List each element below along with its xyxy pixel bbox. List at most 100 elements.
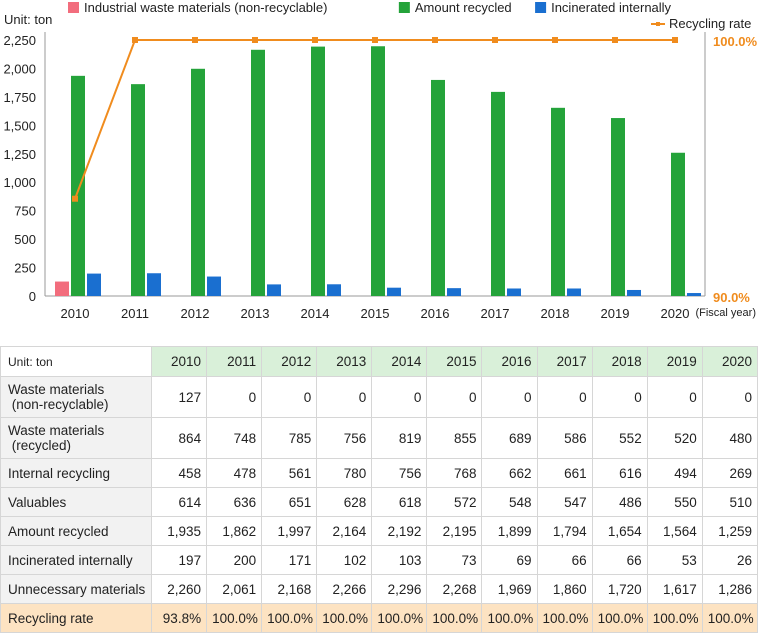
table-cell: 661	[536, 458, 593, 488]
table-cell: 855	[426, 417, 483, 459]
bar-3-2016	[447, 288, 461, 296]
table-row-label: Unnecessary materials	[0, 574, 152, 604]
table-row-label: Internal recycling	[0, 458, 152, 488]
table-cell: 26	[701, 545, 759, 575]
table-row-label: Incinerated internally	[0, 545, 152, 575]
bar-2-2011	[131, 84, 145, 296]
bar-2-2014	[311, 46, 325, 297]
table-cell: 548	[481, 487, 538, 517]
table-cell: 1,564	[646, 516, 703, 546]
table-year-header: 2010	[150, 346, 208, 377]
legend-swatch-2	[398, 2, 410, 13]
table-row-label: Waste materials (non-recyclable)	[0, 376, 152, 418]
rate-point-2015	[372, 37, 378, 43]
table-cell: 103	[371, 545, 428, 575]
table-cell: 1,259	[701, 516, 759, 546]
x-tick-label: 2013	[241, 306, 270, 321]
table-row: Waste materials (recycled) 864 748 785 756 81…	[0, 417, 759, 459]
table-year-header: 2017	[536, 346, 593, 377]
bar-3-2020	[687, 293, 701, 296]
table-cell: 1,860	[536, 574, 593, 604]
table-cell: 618	[371, 487, 428, 517]
table-cell: 1,935	[150, 516, 208, 546]
table-cell: 200	[206, 545, 263, 575]
table-cell: 494	[646, 458, 703, 488]
table-cell: 1,899	[481, 516, 538, 546]
table-year-header: 2011	[206, 346, 263, 377]
table-cell: 1,794	[536, 516, 593, 546]
table-cell: 1,286	[701, 574, 759, 604]
table-cell: 561	[261, 458, 318, 488]
bar-3-2014	[327, 284, 341, 296]
table-unit-label: Unit: ton	[0, 346, 152, 377]
rate-point-2019	[612, 37, 618, 43]
table-year-header: 2019	[646, 346, 703, 377]
table-cell: 171	[261, 545, 318, 575]
table-cell: 0	[426, 376, 483, 418]
table-cell: 0	[536, 376, 593, 418]
x-tick-label: 2020	[661, 306, 690, 321]
table-cell: 1,720	[591, 574, 648, 604]
table-year-header: 2015	[426, 346, 483, 377]
rate-point-2018	[552, 37, 558, 43]
y-tick-label: 250	[14, 261, 36, 276]
bar-3-2017	[507, 288, 521, 296]
bar-2-2010	[71, 75, 85, 296]
table-cell: 0	[591, 376, 648, 418]
bar-3-2012	[207, 276, 221, 296]
table-cell: 2,192	[371, 516, 428, 546]
bar-2-2019	[611, 118, 625, 297]
table-cell: 636	[206, 487, 263, 517]
table-cell: 1,654	[591, 516, 648, 546]
table-cell: 756	[316, 417, 373, 459]
table-row-label: Recycling rate	[0, 603, 152, 633]
x-tick-label: 2018	[541, 306, 570, 321]
legend-line-marker	[656, 22, 660, 26]
y-tick-label: 0	[29, 289, 36, 304]
table-cell: 66	[591, 545, 648, 575]
table-cell: 269	[701, 458, 759, 488]
rate-point-2010	[72, 195, 78, 202]
table-cell: 73	[426, 545, 483, 575]
table-cell: 0	[371, 376, 428, 418]
x-tick-label: 2015	[361, 306, 390, 321]
bar-2-2018	[551, 107, 565, 296]
table-row-label: Amount recycled	[0, 516, 152, 546]
table-year-header: 2013	[316, 346, 373, 377]
bar-2-2016	[431, 79, 445, 296]
table-row: Unnecessary materials 2,260 2,061 2,168 2,26…	[0, 574, 759, 604]
rate-point-2013	[252, 37, 258, 43]
table-cell: 662	[481, 458, 538, 488]
x-tick-label: 2011	[121, 306, 149, 321]
table-cell: 100.0%	[316, 603, 373, 633]
bar-2-2013	[251, 49, 265, 297]
rate-point-2017	[492, 37, 498, 43]
y-tick-label: 1,750	[3, 90, 36, 105]
bar-3-2011	[147, 273, 161, 296]
table-cell: 100.0%	[536, 603, 593, 633]
bar-2-2015	[371, 46, 385, 296]
table-cell: 100.0%	[481, 603, 538, 633]
table-cell: 651	[261, 487, 318, 517]
table-cell: 756	[371, 458, 428, 488]
x-axis-note: (Fiscal year)	[695, 307, 756, 319]
bar-2-2012	[191, 68, 205, 297]
rate-point-2011	[132, 37, 138, 43]
table-cell: 458	[150, 458, 208, 488]
x-tick-label: 2017	[481, 306, 510, 321]
table-cell: 1,617	[646, 574, 703, 604]
table-row: Incinerated internally 197 200 171 102 103 73 6…	[0, 545, 759, 575]
table-cell: 478	[206, 458, 263, 488]
table-cell: 2,061	[206, 574, 263, 604]
table-cell: 0	[701, 376, 759, 418]
table-cell: 0	[261, 376, 318, 418]
unit-label: Unit: ton	[4, 12, 52, 27]
rate-point-2014	[312, 37, 318, 43]
y2-tick-label: 100.0%	[713, 34, 758, 49]
table-cell: 1,997	[261, 516, 318, 546]
table-cell: 768	[426, 458, 483, 488]
y-tick-label: 1,000	[3, 175, 36, 190]
table-year-header: 2016	[481, 346, 538, 377]
table-cell: 0	[481, 376, 538, 418]
table-cell: 100.0%	[261, 603, 318, 633]
